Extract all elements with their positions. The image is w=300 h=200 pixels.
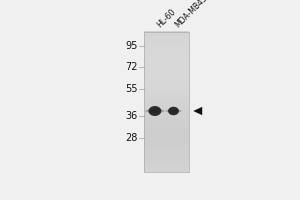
Bar [145,32,189,172]
Ellipse shape [165,109,182,113]
Ellipse shape [148,106,161,116]
Text: 55: 55 [125,84,137,94]
Text: 28: 28 [125,133,137,143]
Ellipse shape [145,109,164,113]
Text: HL-60: HL-60 [155,7,177,29]
Text: 36: 36 [125,111,137,121]
Ellipse shape [168,107,179,115]
Text: MDA-MB435: MDA-MB435 [173,0,213,29]
Text: 72: 72 [125,62,137,72]
Text: 95: 95 [125,41,137,51]
Polygon shape [193,107,202,115]
